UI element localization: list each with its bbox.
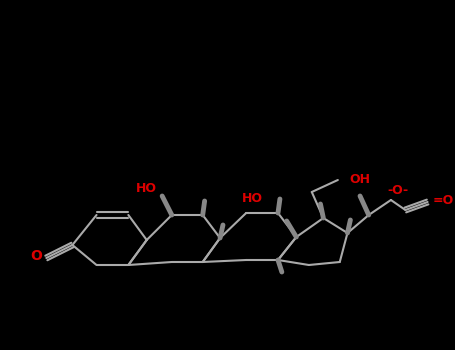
Text: O: O [31,249,43,263]
Text: =O: =O [432,194,454,206]
Text: -O-: -O- [387,184,408,197]
Text: HO: HO [136,182,157,195]
Text: OH: OH [349,173,370,186]
Text: HO: HO [242,191,263,204]
